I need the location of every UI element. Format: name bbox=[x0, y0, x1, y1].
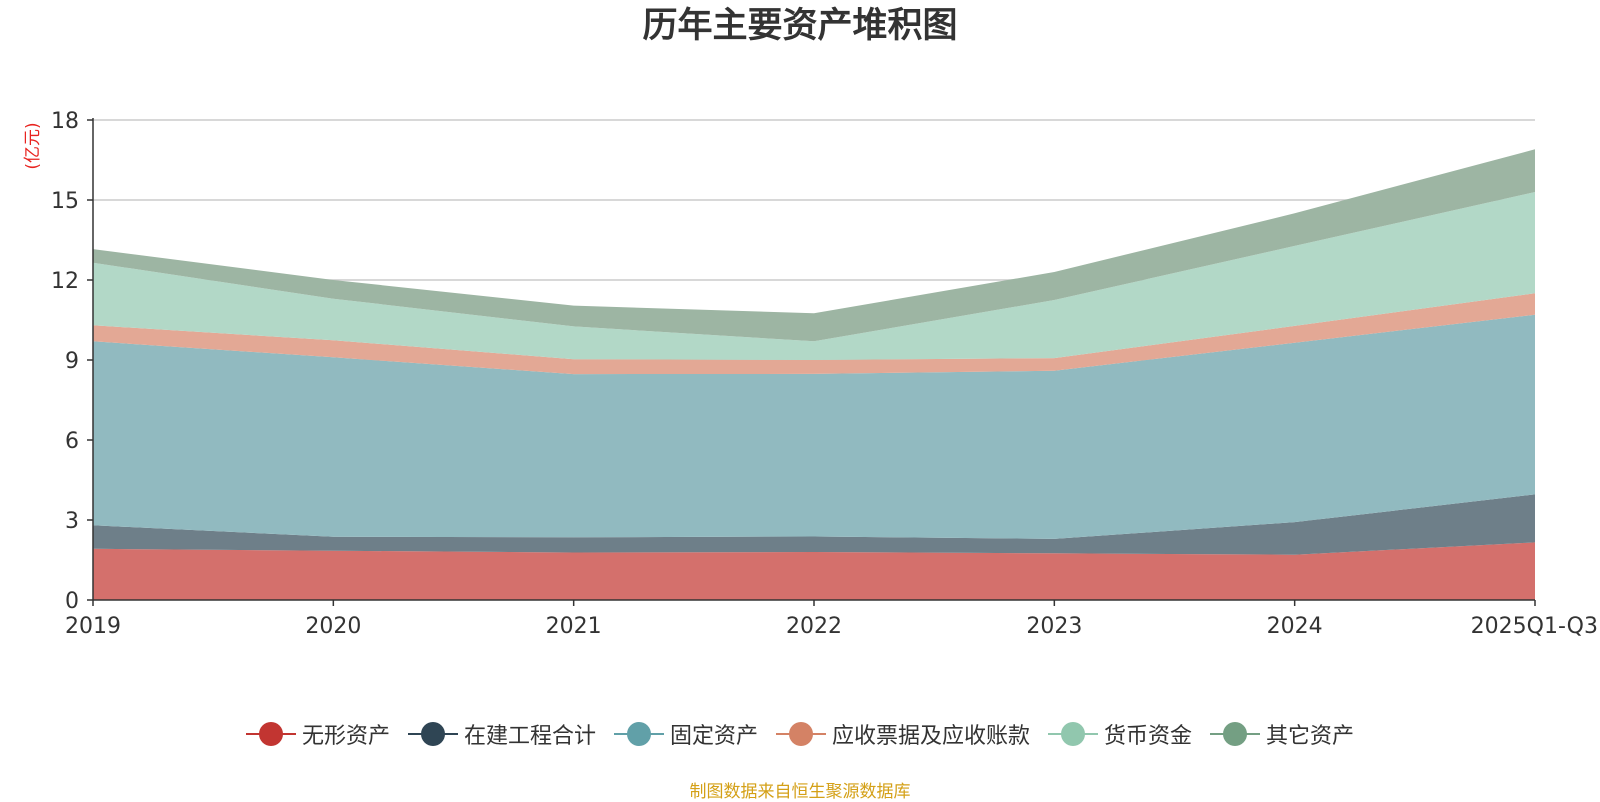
legend: 无形资产 在建工程合计 固定资产 应收票据及应收账款 货币资金 其它资产 bbox=[0, 718, 1600, 750]
legend-item-1[interactable]: 无形资产 bbox=[245, 718, 390, 750]
legend-marker bbox=[1210, 721, 1261, 747]
x-tick-label: 2023 bbox=[1026, 614, 1082, 639]
area-series-5[interactable] bbox=[93, 192, 1535, 360]
y-tick-label: 9 bbox=[65, 349, 79, 374]
legend-label: 固定资产 bbox=[669, 724, 758, 749]
legend-item-5[interactable]: 货币资金 bbox=[1048, 718, 1192, 750]
y-tick-label: 0 bbox=[65, 589, 79, 614]
x-tick-label: 2022 bbox=[786, 614, 842, 639]
area-series-layer bbox=[93, 149, 1535, 600]
x-tick-label: 2024 bbox=[1267, 614, 1323, 639]
area-series-2[interactable] bbox=[93, 494, 1535, 555]
legend-marker bbox=[776, 721, 826, 747]
x-tick-label: 2020 bbox=[305, 614, 361, 639]
legend-item-4[interactable]: 应收票据及应收账款 bbox=[776, 718, 1030, 750]
x-tick-label: 2025Q1-Q3 bbox=[1471, 614, 1598, 639]
axes: 0 3 6 9 12 15 18 2019 2020 2021 2022 2023 2024 2025Q1… bbox=[51, 109, 1598, 639]
legend-label: 货币资金 bbox=[1104, 724, 1193, 749]
legend-label: 应收票据及应收账款 bbox=[832, 724, 1031, 749]
legend-marker bbox=[613, 721, 664, 747]
area-series-1[interactable] bbox=[93, 542, 1535, 600]
y-tick-label: 18 bbox=[51, 109, 79, 134]
area-series-3[interactable] bbox=[93, 314, 1535, 539]
legend-marker bbox=[245, 721, 296, 747]
x-tick-label: 2019 bbox=[65, 614, 121, 639]
y-tick-label: 6 bbox=[65, 429, 79, 454]
legend-marker bbox=[407, 721, 458, 747]
area-series-4[interactable] bbox=[93, 293, 1535, 375]
legend-item-6[interactable]: 其它资产 bbox=[1210, 718, 1354, 750]
source-note: 制图数据来自恒生聚源数据库 bbox=[689, 782, 911, 802]
legend-label: 其它资产 bbox=[1266, 724, 1355, 749]
area-series-6[interactable] bbox=[93, 149, 1535, 342]
legend-marker bbox=[1048, 721, 1099, 747]
chart-title: 历年主要资产堆积图 bbox=[642, 6, 958, 46]
y-axis-unit-label: (亿元) bbox=[23, 122, 43, 169]
legend-item-2[interactable]: 在建工程合计 bbox=[407, 718, 596, 750]
legend-item-3[interactable]: 固定资产 bbox=[613, 718, 758, 750]
y-tick-label: 3 bbox=[65, 509, 79, 534]
y-tick-label: 12 bbox=[51, 269, 79, 294]
legend-label: 无形资产 bbox=[301, 724, 390, 749]
x-tick-label: 2021 bbox=[546, 614, 602, 639]
y-tick-label: 15 bbox=[51, 189, 79, 214]
legend-label: 在建工程合计 bbox=[463, 724, 596, 749]
